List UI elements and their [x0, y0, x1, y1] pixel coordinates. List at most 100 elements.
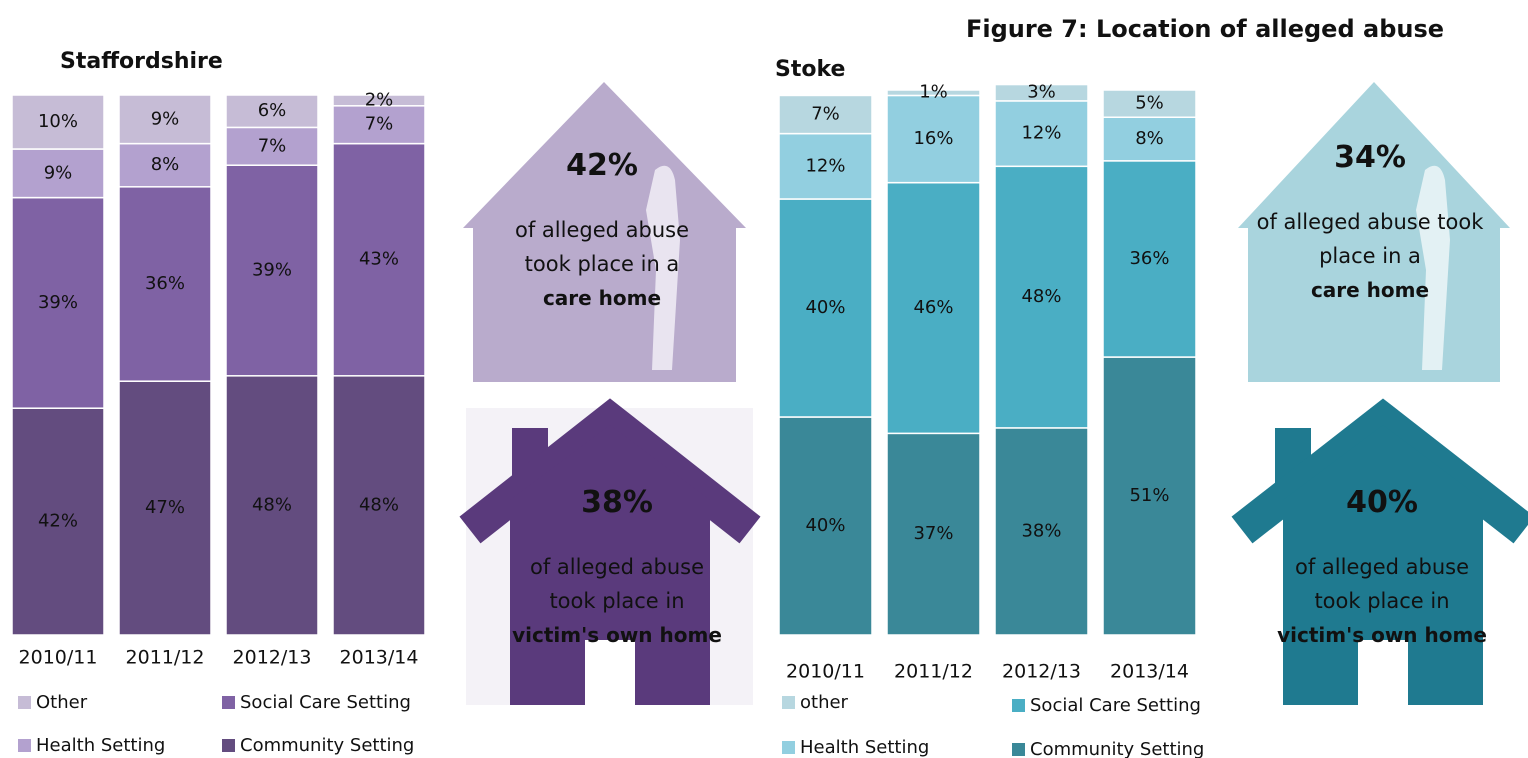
bar-segment: [225, 94, 319, 129]
data-label: 43%: [359, 249, 399, 270]
bar-segment: [11, 148, 105, 199]
bar-segment: [225, 375, 319, 636]
bar-segment: [886, 89, 981, 97]
bar-segment: [994, 83, 1089, 102]
bar-segment: [886, 181, 981, 435]
legend-swatch: [782, 741, 795, 754]
data-label: 12%: [805, 155, 845, 176]
bar-segment: [1102, 116, 1197, 162]
x-tick-label: 2013/14: [340, 647, 419, 669]
legend-swatch: [1012, 743, 1025, 756]
data-label: 40%: [805, 297, 845, 318]
data-label: 37%: [913, 523, 953, 544]
callout-text: of alleged abuse took place in a: [1256, 210, 1484, 268]
legend-swatch: [18, 696, 31, 709]
data-label: 42%: [38, 511, 78, 532]
x-tick-label: 2013/14: [1110, 661, 1189, 683]
bar-segment: [332, 94, 426, 107]
x-tick-label: 2010/11: [786, 661, 865, 683]
legend-swatch: [222, 739, 235, 752]
data-label: 8%: [151, 154, 180, 175]
data-label: 47%: [145, 497, 185, 518]
data-label: 46%: [913, 297, 953, 318]
callout-headline: 42%: [566, 148, 638, 183]
bar-segment: [1102, 160, 1197, 358]
bar-segment: [11, 407, 105, 636]
bar-segment: [778, 198, 873, 418]
callout: 42% of alleged abuse took place in a care …: [492, 148, 712, 315]
data-label: 9%: [151, 108, 180, 129]
x-tick-label: 2011/12: [894, 661, 973, 683]
data-label: 2%: [365, 89, 394, 110]
bar-segment: [118, 186, 212, 382]
data-label: 51%: [1129, 485, 1169, 506]
bar-segment: [332, 105, 426, 145]
bar-segment: [778, 94, 873, 135]
bar-segment: [778, 132, 873, 200]
data-label: 40%: [805, 515, 845, 536]
x-tick-label: 2012/13: [1002, 661, 1081, 683]
roof: [459, 398, 761, 544]
data-label: 36%: [1129, 248, 1169, 269]
callout-emphasis: victim's own home: [1277, 623, 1487, 647]
bar-segment: [1102, 89, 1197, 118]
figure-title: Figure 7: Location of alleged abuse: [966, 15, 1444, 43]
callout-emphasis: care home: [1310, 278, 1430, 302]
legend-label: Social Care Setting: [1030, 695, 1201, 716]
legend-label: Other: [36, 692, 88, 713]
data-label: 12%: [1021, 123, 1061, 144]
callout-emphasis: care home: [542, 286, 662, 310]
data-label: 36%: [145, 273, 185, 294]
roof: [1231, 398, 1528, 544]
data-label: 48%: [1021, 286, 1061, 307]
legend-label: Health Setting: [36, 735, 165, 756]
callout-text: of alleged abuse took place in a: [515, 218, 689, 276]
callout: 38% of alleged abuse took place in victim'…: [507, 485, 727, 652]
callout-emphasis: victim's own home: [512, 623, 722, 647]
door: [585, 640, 635, 705]
data-label: 39%: [38, 292, 78, 313]
data-label: 8%: [1135, 128, 1164, 149]
data-label: 10%: [38, 111, 78, 132]
bar-segment: [11, 196, 105, 409]
data-label: 7%: [365, 114, 394, 135]
data-label: 48%: [252, 494, 292, 515]
bar-segment: [332, 375, 426, 636]
bar-segment: [118, 380, 212, 636]
house-own: [1283, 425, 1483, 705]
figure: [1416, 165, 1450, 370]
bar-segment: [886, 432, 981, 636]
callout-text: of alleged abuse took place in: [1295, 555, 1469, 613]
callout-headline: 34%: [1334, 140, 1406, 175]
chart-title: Stoke: [775, 57, 845, 82]
legend-swatch: [18, 739, 31, 752]
x-tick-label: 2010/11: [19, 647, 98, 669]
data-label: 3%: [1027, 82, 1056, 103]
legend-swatch: [782, 696, 795, 709]
bar-segment: [1102, 356, 1197, 636]
bar-segment: [225, 126, 319, 166]
legend-label: Community Setting: [240, 735, 414, 756]
callout-headline: 38%: [581, 485, 653, 520]
figure: [646, 165, 680, 370]
x-tick-label: 2012/13: [233, 647, 312, 669]
callout-text: of alleged abuse took place in: [530, 555, 704, 613]
legend-swatch: [1012, 699, 1025, 712]
data-label: 9%: [44, 162, 73, 183]
bar-segment: [994, 165, 1089, 429]
x-tick-label: 2011/12: [126, 647, 205, 669]
callout: 40% of alleged abuse took place in victim'…: [1272, 485, 1492, 652]
legend-label: Health Setting: [800, 737, 929, 758]
legend-label: Social Care Setting: [240, 692, 411, 713]
callout-headline: 40%: [1346, 485, 1418, 520]
bar-segment: [118, 94, 212, 145]
bar-segment: [778, 416, 873, 636]
data-label: 1%: [919, 82, 948, 103]
data-label: 38%: [1021, 520, 1061, 541]
legend-swatch: [222, 696, 235, 709]
data-label: 16%: [913, 128, 953, 149]
bar-segment: [332, 142, 426, 377]
data-label: 6%: [258, 100, 287, 121]
door: [1358, 640, 1408, 705]
